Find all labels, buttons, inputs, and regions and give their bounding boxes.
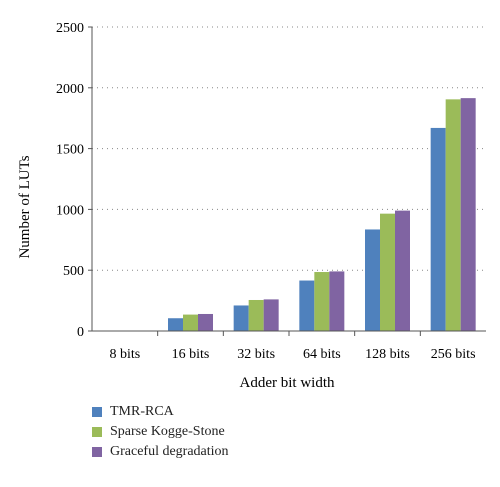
bar [314,272,330,331]
y-tick-label: 2500 [56,21,84,36]
y-tick-label: 500 [63,264,84,279]
bar [380,213,395,331]
bar-chart: 0 500 1000 1500 2000 2500 8 bits 16 bits 32 bit… [17,21,486,391]
gridlines [92,26,486,271]
y-axis-label: Number of LUTs [17,155,33,258]
x-tick-label: 8 bits [109,347,140,362]
bar [168,318,183,331]
bars [168,98,476,332]
bar [183,314,198,331]
x-tick-label: 16 bits [172,347,210,362]
bar [263,299,279,331]
bar [395,210,410,331]
y-tick-labels: 0 500 1000 1500 2000 2500 [56,21,92,340]
x-tick-label: 32 bits [237,347,275,362]
legend-swatch [92,447,102,457]
bar [329,271,345,331]
x-tick-label: 64 bits [303,347,341,362]
bar [198,313,213,331]
bar [460,98,476,331]
legend-swatch [92,407,102,417]
bar [430,127,446,331]
legend-item-tmr-rca: TMR-RCA [92,402,229,422]
legend-label: Sparse Kogge-Stone [110,424,225,439]
legend-label: TMR-RCA [110,404,174,419]
legend: TMR-RCA Sparse Kogge-Stone Graceful degr… [92,402,229,462]
bar [233,305,249,331]
bar [365,229,380,331]
y-tick-label: 1000 [56,203,84,218]
y-tick-label: 1500 [56,143,84,158]
x-tick-label: 256 bits [431,347,476,362]
legend-swatch [92,427,102,437]
y-tick-label: 0 [77,325,84,340]
x-tick-labels: 8 bits 16 bits 32 bits 64 bits 128 bits 256 b… [109,331,476,362]
legend-item-graceful-degradation: Graceful degradation [92,442,229,462]
y-tick-label: 2000 [56,82,84,97]
legend-label: Graceful degradation [110,444,229,459]
bar [248,299,264,331]
legend-item-sparse-kogge-stone: Sparse Kogge-Stone [92,422,229,442]
bar [445,99,461,332]
x-axis-label: Adder bit width [240,375,335,391]
bar [299,280,315,331]
x-tick-label: 128 bits [365,347,410,362]
